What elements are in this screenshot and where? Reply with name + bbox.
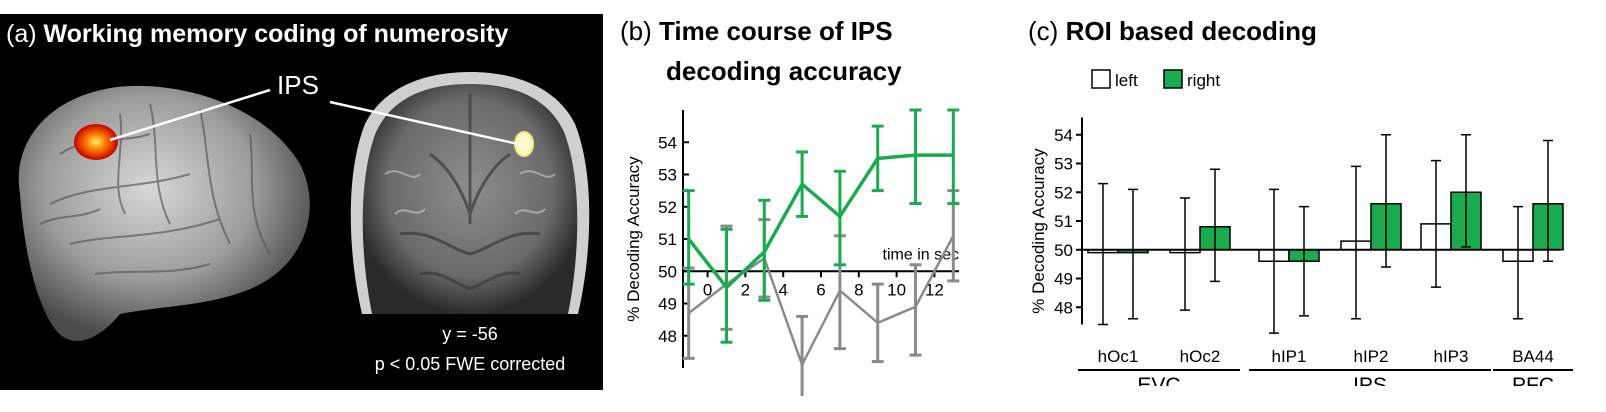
- panel-b-title-line1: Time course of IPS: [659, 16, 893, 46]
- statistics-label: p < 0.05 FWE corrected: [374, 354, 566, 374]
- coronal-mri-slice: [350, 72, 590, 314]
- series-1-point-6: [914, 305, 918, 309]
- panel-b-letter: (b): [620, 16, 652, 46]
- category-label-hIP2: hIP2: [1354, 347, 1389, 366]
- series-0-point-7: [951, 153, 955, 157]
- x-tick-label-12: 12: [925, 280, 944, 299]
- y-tick-label-51: 51: [658, 230, 677, 249]
- panel-b-line-chart: 48 49 50 51 52 53 54 % Decoding Accuracy 0 2 4 6 8 10…: [625, 108, 960, 396]
- series-0-point-3: [800, 182, 804, 186]
- y-tick-label-49: 49: [658, 295, 677, 314]
- ips-activation-blob-lateral: [74, 124, 118, 160]
- y-tick-label-54: 54: [1054, 126, 1073, 145]
- y-tick-label-50: 50: [658, 262, 677, 281]
- y-tick-label-50: 50: [1054, 241, 1073, 260]
- series-0-point-1: [724, 285, 728, 289]
- ips-pointer-line-left: [109, 88, 271, 142]
- category-label-hIP1: hIP1: [1272, 347, 1307, 366]
- series-1-point-4: [838, 289, 842, 293]
- lateral-brain-render: [18, 85, 310, 341]
- legend-label-right: right: [1187, 71, 1220, 90]
- category-label-hOc1: hOc1: [1098, 347, 1139, 366]
- series-1-point-7: [951, 234, 955, 238]
- category-label-hIP3: hIP3: [1434, 347, 1469, 366]
- y-tick-label-52: 52: [658, 198, 677, 217]
- series-0-point-2: [762, 250, 766, 254]
- brain-illustration: [18, 72, 590, 341]
- x-tick-label-6: 6: [816, 280, 825, 299]
- x-tick-label-0: 0: [703, 280, 712, 299]
- x-tick-label-8: 8: [854, 280, 863, 299]
- panel-a-title-text: Working memory coding of numerosity: [43, 20, 509, 48]
- panel-a-brain-image: (a) Working memory coding of numerosity …: [0, 14, 603, 390]
- series-0-point-5: [876, 156, 880, 160]
- panel-b-title-line2: decoding accuracy: [666, 56, 902, 86]
- panel-c-title: (c) ROI based decoding: [1028, 16, 1317, 47]
- series-1-point-3: [800, 363, 804, 367]
- panel-c-letter: (c): [1028, 16, 1059, 46]
- category-label-hOc2: hOc2: [1180, 347, 1221, 366]
- group-label-PFC: PFC: [1512, 374, 1554, 386]
- ips-pointer-line-right: [329, 100, 519, 146]
- y-tick-label-51: 51: [1054, 212, 1073, 231]
- x-tick-label-4: 4: [778, 280, 787, 299]
- panel-c-bar-chart: left right 48 49 50 51 52 53 54 % Decoding Accura…: [1030, 69, 1573, 386]
- series-0-point-0: [687, 237, 691, 241]
- panel-a-letter: (a): [6, 20, 37, 48]
- y-tick-label-53: 53: [658, 166, 677, 185]
- ips-roi-label: IPS: [277, 70, 319, 100]
- series-0-point-6: [914, 153, 918, 157]
- category-label-BA44: BA44: [1512, 347, 1554, 366]
- y-tick-label-49: 49: [1054, 270, 1073, 289]
- group-label-EVC: EVC: [1137, 374, 1180, 386]
- y-tick-label-48: 48: [658, 327, 677, 346]
- y-tick-label-53: 53: [1054, 155, 1073, 174]
- series-0-point-4: [838, 214, 842, 218]
- panel-b-title: (b) Time course of IPS: [620, 16, 893, 47]
- legend-label-left: left: [1115, 71, 1138, 90]
- y-axis-label: % Decoding Accuracy: [625, 156, 643, 322]
- group-label-IPS: IPS: [1353, 374, 1387, 386]
- coordinate-label: y = -56: [442, 324, 498, 344]
- x-tick-label-2: 2: [741, 280, 750, 299]
- y-tick-label-52: 52: [1054, 183, 1073, 202]
- y-tick-label-48: 48: [1054, 298, 1073, 317]
- x-tick-label-10: 10: [887, 280, 906, 299]
- panel-a-title: (a) Working memory coding of numerosity: [6, 20, 508, 49]
- y-axis-label: % Decoding Accuracy: [1030, 148, 1048, 314]
- series-1-point-0: [687, 311, 691, 315]
- panel-c-title-text: ROI based decoding: [1065, 16, 1317, 46]
- y-tick-label-54: 54: [658, 133, 677, 152]
- series-1-point-5: [876, 321, 880, 325]
- series-0-line: [687, 153, 954, 290]
- legend-swatch-right: [1163, 69, 1183, 89]
- legend-swatch-left: [1091, 69, 1111, 89]
